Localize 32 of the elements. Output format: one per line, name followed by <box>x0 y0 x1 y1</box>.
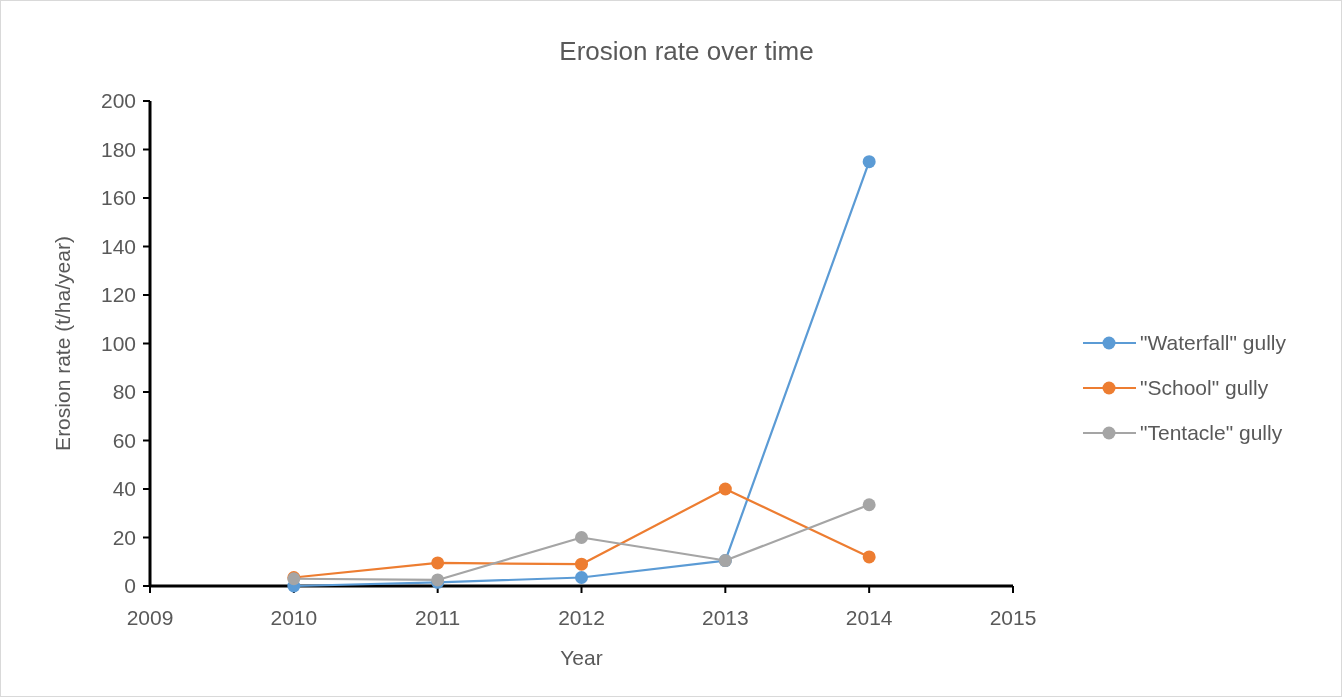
point <box>862 550 876 564</box>
x-tick-label: 2015 <box>989 606 1037 629</box>
point <box>575 531 588 544</box>
y-tick-label: 20 <box>112 525 136 549</box>
point <box>575 571 588 585</box>
y-tick-label: 0 <box>124 574 136 598</box>
chart-title: Erosion rate over time <box>559 36 814 66</box>
legend-label: "School" gully <box>1140 376 1269 400</box>
x-tick-label: 2009 <box>126 606 174 629</box>
y-tick-label: 160 <box>100 186 136 210</box>
x-tick-label: 2014 <box>845 606 893 629</box>
y-axis-title: Erosion rate (t/ha/year) <box>51 236 74 451</box>
x-axis-title: Year <box>560 646 603 669</box>
x-tick-label: 2010 <box>270 606 318 629</box>
y-tick-label: 180 <box>100 137 136 161</box>
legend-label: "Waterfall" gully <box>1140 331 1287 355</box>
x-tick-label: 2012 <box>558 606 605 629</box>
y-tick-label: 60 <box>112 428 136 452</box>
y-tick-label: 100 <box>100 331 136 355</box>
y-tick-label: 40 <box>112 477 136 501</box>
legend-label: "Tentacle" gully <box>1140 421 1283 445</box>
x-tick-label: 2013 <box>701 606 749 629</box>
point <box>718 482 732 496</box>
point <box>575 557 588 571</box>
y-tick-label: 120 <box>100 283 136 307</box>
y-tick-label: 140 <box>100 234 136 258</box>
y-tick-label: 200 <box>100 89 136 113</box>
point <box>431 556 445 570</box>
x-tick-label: 2011 <box>415 606 461 629</box>
y-tick-label: 80 <box>112 380 136 404</box>
point <box>862 155 876 169</box>
point <box>862 498 876 512</box>
